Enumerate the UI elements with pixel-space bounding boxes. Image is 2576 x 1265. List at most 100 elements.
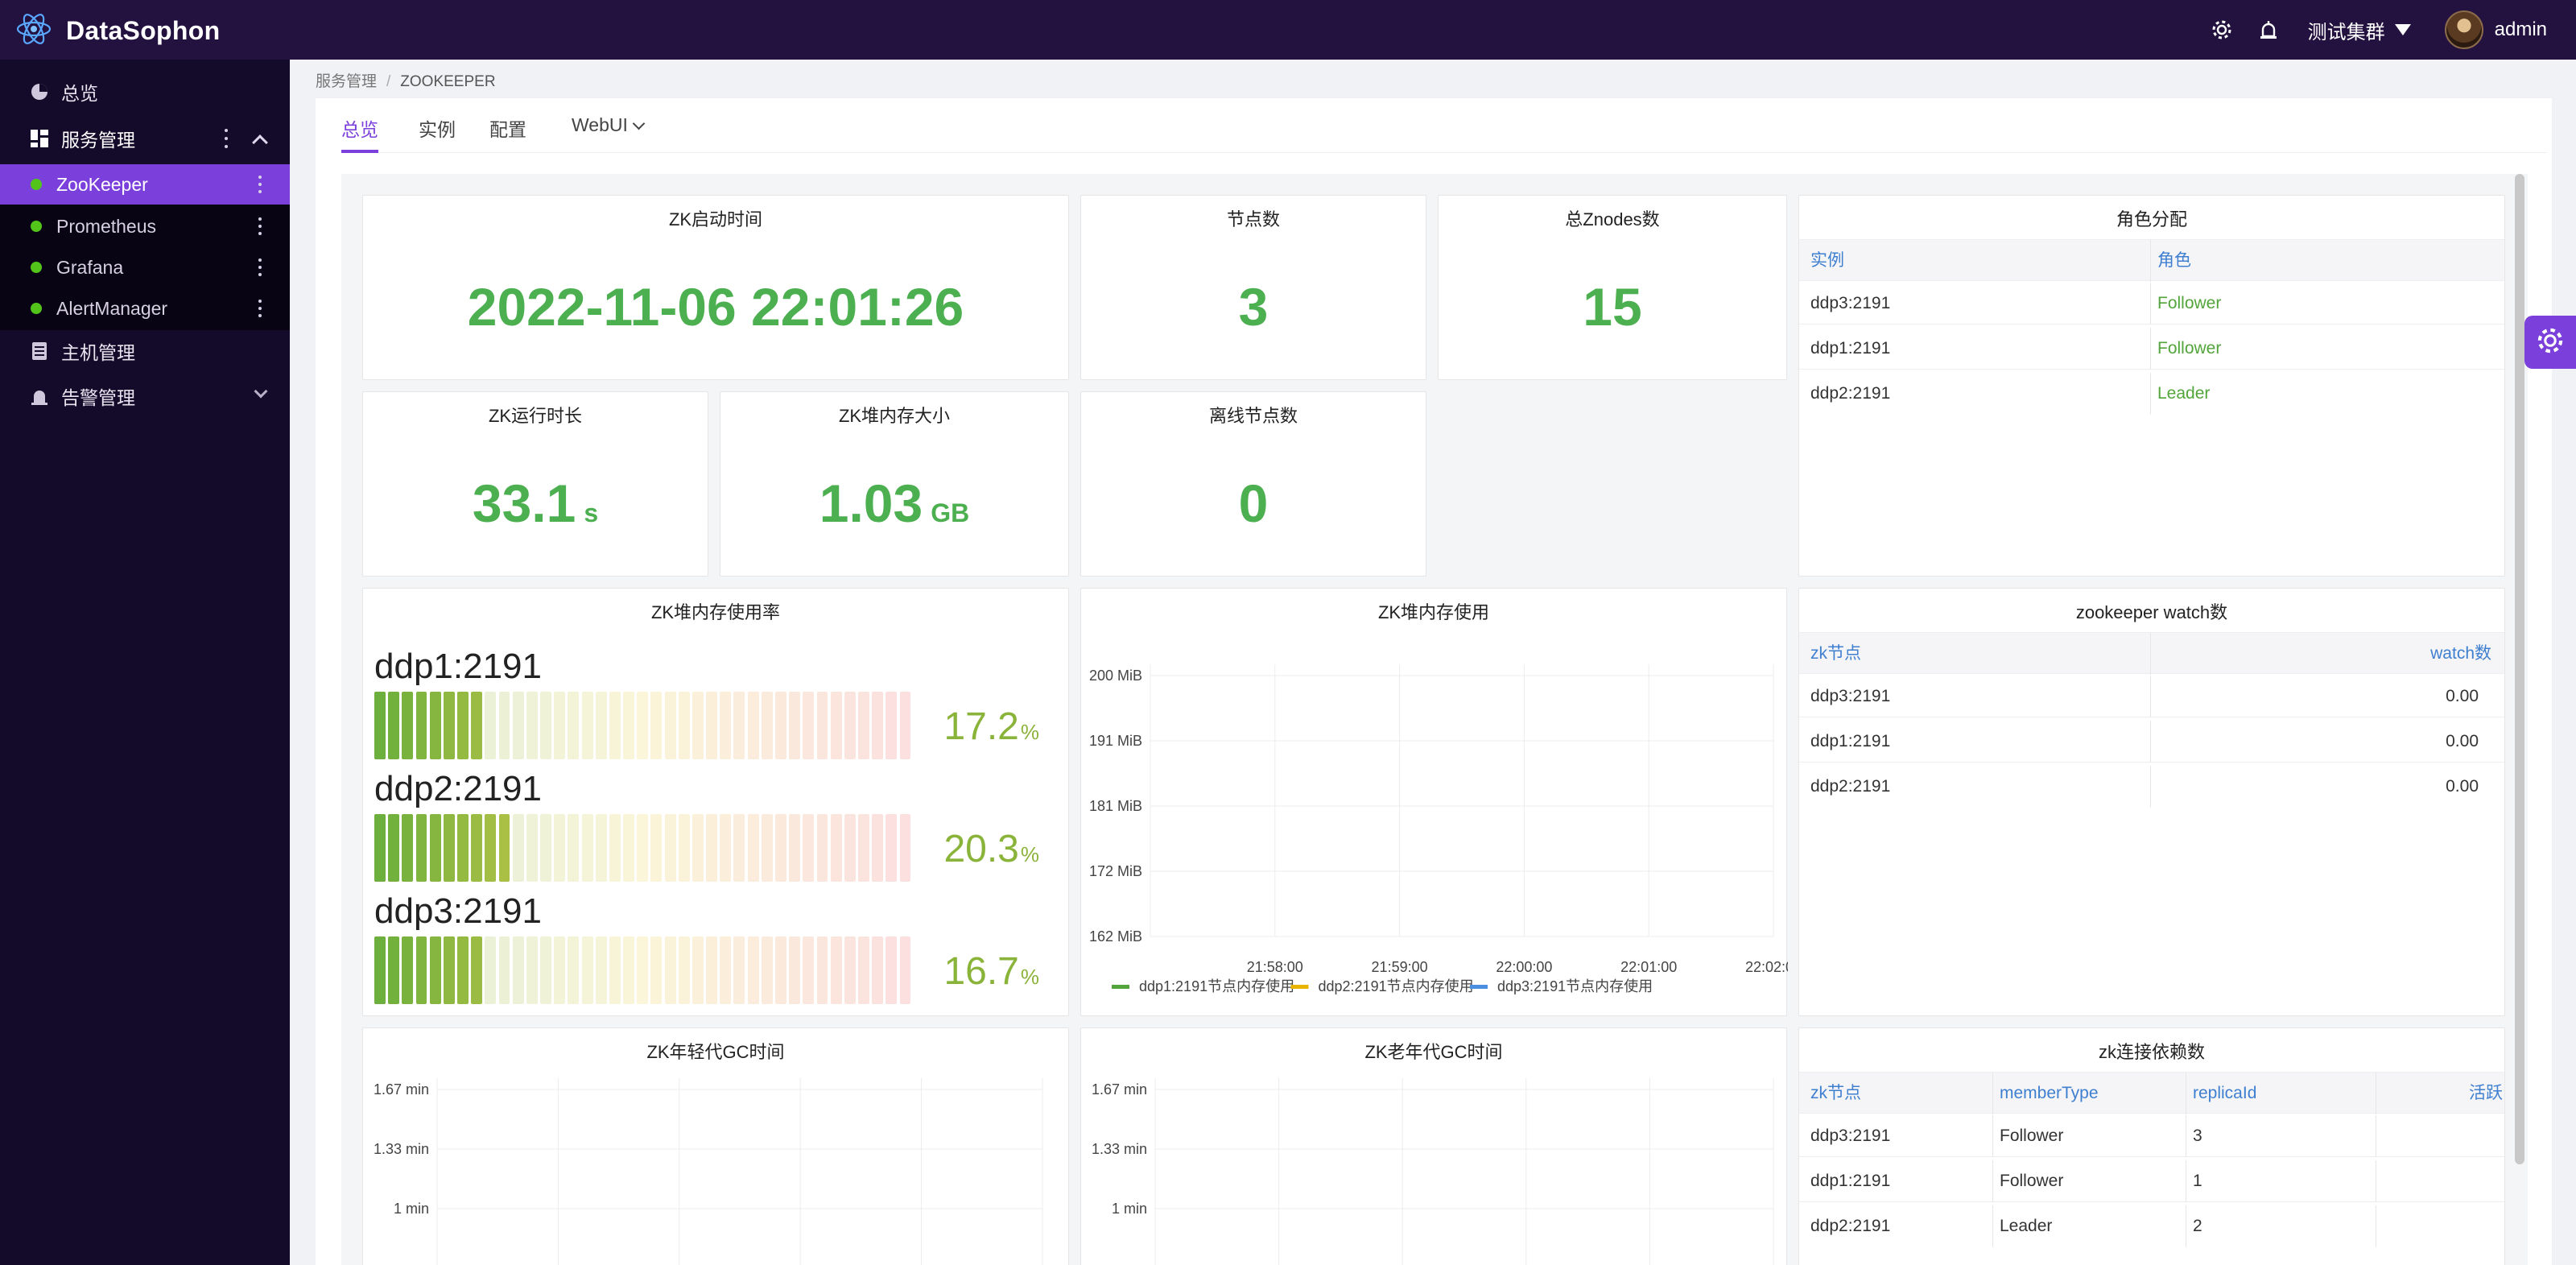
gauge-segment	[512, 814, 524, 882]
old-gc-chart[interactable]: 1.67 min 1.33 min 1 min	[1081, 1028, 1788, 1265]
gauge-segment	[443, 692, 455, 759]
panel-title: ZK堆内存使用	[1377, 602, 1490, 622]
sidebar-item-alert-mgmt[interactable]: 告警管理	[0, 374, 290, 419]
column-header[interactable]: zk节点	[1810, 644, 1861, 663]
more-vertical-icon[interactable]	[224, 129, 229, 148]
heap-usage-chart[interactable]: 200 MiB 191 MiB 181 MiB 172 MiB 162 MiB 21:58…	[1081, 589, 1788, 1017]
gauge-segment	[402, 692, 414, 759]
gauge-label: ddp3:2191	[374, 891, 542, 931]
table-header: zk节点 memberType replicaId 活跃	[1799, 1072, 2504, 1114]
gauge-segment	[706, 936, 718, 1004]
column-header[interactable]: watch数	[2150, 633, 2504, 675]
column-header[interactable]: 实例	[1810, 251, 1844, 270]
gauge-segment	[733, 814, 745, 882]
gauge-unit: %	[1020, 842, 1039, 866]
y-tick-label: 1.33 min	[374, 1141, 429, 1157]
table-cell: Follower	[1992, 1160, 2063, 1202]
sidebar-item-overview[interactable]: 总览	[0, 69, 290, 114]
cluster-selector[interactable]: 测试集群	[2308, 16, 2411, 44]
tab-instances[interactable]: 实例	[419, 119, 456, 140]
more-vertical-icon[interactable]	[258, 258, 262, 276]
gauge-segment	[485, 936, 497, 1004]
gauge-segment	[595, 814, 607, 882]
x-tick-label: 22:01:00	[1620, 959, 1677, 975]
gauge-segment	[872, 936, 884, 1004]
panel-title: zk连接依赖数	[2098, 1042, 2205, 1062]
gauge-segment	[872, 692, 884, 759]
gauge-segment	[498, 692, 510, 759]
gauge-value: 17.2%	[943, 705, 1039, 749]
gauge-segment	[388, 936, 400, 1004]
gauge-segment	[761, 692, 773, 759]
status-dot	[31, 221, 42, 232]
status-dot	[31, 303, 42, 314]
settings-fab[interactable]	[2524, 316, 2576, 369]
status-dot	[31, 179, 42, 190]
gauge-segment	[664, 936, 676, 1004]
sidebar-item-alertmanager[interactable]: AlertManager	[0, 288, 290, 329]
tab-webui[interactable]: WebUI	[572, 114, 646, 153]
sidebar-item-grafana[interactable]: Grafana	[0, 247, 290, 287]
gauge-segment	[554, 814, 566, 882]
sidebar-item-prometheus[interactable]: Prometheus	[0, 206, 290, 246]
gauge-segment	[747, 692, 759, 759]
column-header[interactable]: zk节点	[1810, 1084, 1861, 1102]
more-vertical-icon[interactable]	[258, 300, 262, 317]
tab-config[interactable]: 配置	[489, 119, 526, 140]
gauge-segment	[803, 692, 815, 759]
chevron-up-icon[interactable]	[252, 134, 268, 151]
young-gc-chart[interactable]: 1.67 min 1.33 min 1 min	[363, 1028, 1070, 1265]
panel-title: ZK启动时间	[668, 209, 763, 229]
gauge-segment	[899, 936, 911, 1004]
gauge-segment	[872, 814, 884, 882]
gauge-segment	[609, 936, 621, 1004]
alarm-bell-icon[interactable]	[2256, 18, 2281, 42]
column-header[interactable]: 活跃	[2376, 1073, 2504, 1114]
gauge-segment	[691, 814, 704, 882]
more-vertical-icon[interactable]	[258, 217, 262, 235]
sidebar-item-zookeeper[interactable]: ZooKeeper	[0, 164, 290, 205]
gauge-segment	[803, 814, 815, 882]
gauge-segment	[678, 814, 690, 882]
gauge-segment	[691, 692, 704, 759]
sidebar-item-host-mgmt[interactable]: 主机管理	[0, 329, 290, 374]
uptime-unit: s	[584, 498, 599, 527]
chevron-down-icon[interactable]	[254, 384, 268, 399]
gauge-segment	[816, 814, 828, 882]
gauge-segment	[747, 814, 759, 882]
more-vertical-icon[interactable]	[258, 176, 262, 193]
gauge-segment	[789, 814, 801, 882]
gauge-segment	[774, 936, 786, 1004]
gear-icon[interactable]	[2210, 18, 2234, 42]
column-header[interactable]: memberType	[1992, 1073, 2099, 1114]
gauge-segment	[457, 692, 469, 759]
gauge-segment	[485, 692, 497, 759]
gauge-segment	[471, 814, 483, 882]
gauge-segment	[374, 814, 386, 882]
dashboard: ZK启动时间 2022-11-06 22:01:26 节点数 3 总Znodes…	[341, 174, 2528, 1265]
gear-icon	[2536, 326, 2565, 359]
gauge-segment	[415, 936, 427, 1004]
gauge-segment	[886, 692, 898, 759]
username[interactable]: admin	[2494, 19, 2547, 40]
dashboard-scrollbar[interactable]	[2515, 174, 2524, 1164]
panel-roles: 角色分配 实例 角色 ddp3:2191 Follower ddp1:2191 …	[1798, 195, 2505, 577]
gauge-segment	[761, 936, 773, 1004]
breadcrumb-root[interactable]: 服务管理	[316, 73, 378, 90]
table-cell: 1	[2186, 1160, 2202, 1202]
gauge-segment	[789, 936, 801, 1004]
breadcrumb: 服务管理 / ZOOKEEPER	[316, 73, 496, 90]
y-tick-label: 1 min	[1112, 1201, 1147, 1217]
tab-overview[interactable]: 总览	[341, 114, 378, 153]
brand[interactable]: DataSophon	[14, 10, 220, 52]
gauge-segment	[844, 692, 856, 759]
gauge-segment	[899, 814, 911, 882]
avatar[interactable]	[2444, 10, 2483, 49]
column-header[interactable]: replicaId	[2186, 1073, 2256, 1114]
sidebar-item-service-mgmt[interactable]: 服务管理	[0, 116, 290, 161]
legend-swatch	[1112, 985, 1129, 989]
sidebar-item-label: AlertManager	[56, 297, 168, 319]
table-cell	[2376, 1160, 2383, 1202]
column-header[interactable]: 角色	[2150, 240, 2191, 282]
gauge-segment	[415, 692, 427, 759]
